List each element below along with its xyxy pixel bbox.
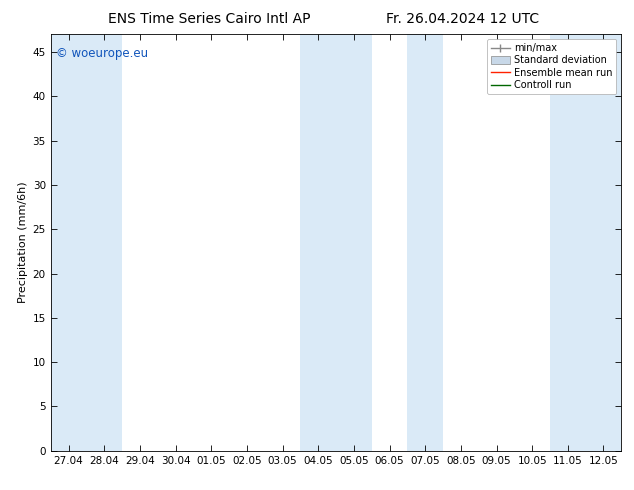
Bar bbox=[301, 34, 372, 451]
Bar bbox=[550, 34, 621, 451]
Bar bbox=[51, 34, 122, 451]
Bar bbox=[407, 34, 443, 451]
Y-axis label: Precipitation (mm/6h): Precipitation (mm/6h) bbox=[18, 182, 29, 303]
Text: Fr. 26.04.2024 12 UTC: Fr. 26.04.2024 12 UTC bbox=[386, 12, 540, 26]
Legend: min/max, Standard deviation, Ensemble mean run, Controll run: min/max, Standard deviation, Ensemble me… bbox=[487, 39, 616, 94]
Text: ENS Time Series Cairo Intl AP: ENS Time Series Cairo Intl AP bbox=[108, 12, 311, 26]
Text: © woeurope.eu: © woeurope.eu bbox=[56, 47, 148, 60]
